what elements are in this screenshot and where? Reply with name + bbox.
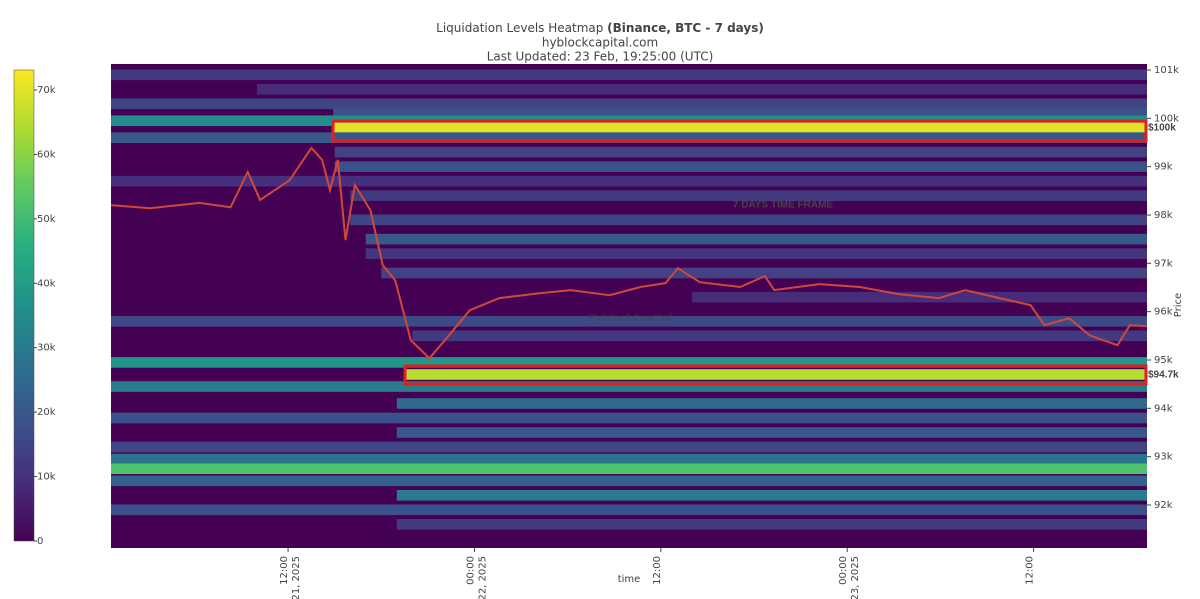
heat-band [111,441,1147,453]
title-bold: (Binance, BTC - 7 days) [607,21,764,35]
annotation: $100k [1148,123,1176,134]
y-axis-label: Price [1173,293,1184,317]
y-tick-label: 92k [1154,500,1173,511]
heat-band [111,453,1147,465]
heat-band [412,330,1147,342]
colorbar-label: 0 [37,536,43,547]
heat-band [111,412,1147,424]
heat-band [396,398,1147,409]
annotation: $94.7k [1148,370,1179,381]
x-tick-date: Feb 23, 2025 [850,556,861,599]
colorbar-label: 10k [37,472,56,483]
y-tick-label: 95k [1154,355,1173,366]
subtitle: hyblockcapital.com [542,36,658,50]
heat-band [111,175,1147,187]
heat-band [333,122,1147,134]
colorbar-label: 50k [37,214,56,225]
x-tick-date: Feb 21, 2025 [291,556,302,599]
x-tick-label: 12:00 [279,556,290,585]
heat-band [365,248,1147,259]
x-axis-label: time [618,574,641,585]
watermark: HyblockCapital [588,313,673,324]
y-tick-label: 100k [1154,113,1179,124]
heat-band [334,161,1147,172]
heat-band [396,427,1147,438]
x-tick-label: 00:00 [465,556,476,585]
heat-band [111,98,1147,110]
y-tick-label: 101k [1154,65,1179,76]
plot-area [111,64,1147,548]
heat-band [111,357,1147,368]
heat-band [111,381,1147,392]
colorbar-label: 20k [37,407,56,418]
heat-band [111,504,1147,516]
chart-title: Liquidation Levels Heatmap (Binance, BTC… [436,21,764,35]
annotation: 7 DAYS TIME FRAME [733,200,834,211]
overlay: HyblockCapital $100k $94.7k 7 DAYS TIME FRA… [331,119,1179,386]
x-tick-label: 12:00 [1025,556,1036,585]
y-tick-label: 97k [1154,258,1173,269]
heat-band [350,190,1147,201]
heat-band [334,146,1147,158]
heat-band [333,108,1147,119]
colorbar-label: 30k [37,343,56,354]
heat-band [365,233,1147,245]
x-tick-date: Feb 22, 2025 [477,556,488,599]
heat-band [111,132,1147,143]
y-tick-label: 94k [1154,403,1173,414]
heat-band [404,369,1147,380]
highlight-box [331,119,1148,143]
heat-band [111,475,1147,487]
y-tick-label: 98k [1154,210,1173,221]
heat-band [111,316,1147,327]
y-tick-label: 93k [1154,452,1173,463]
heat-band [381,267,1147,279]
heat-band [396,519,1147,530]
heat-band [111,69,1147,81]
colorbar-label: 60k [37,149,56,160]
title-text: Liquidation Levels Heatmap [436,21,607,35]
heat-band [350,214,1147,226]
updated: Last Updated: 23 Feb, 19:25:00 (UTC) [487,50,714,64]
y-tick-label: 96k [1154,307,1173,318]
colorbar-label: 40k [37,278,56,289]
heat-band [111,463,1147,475]
y-tick-label: 99k [1154,162,1173,173]
colorbar-label: 70k [37,85,56,96]
x-tick-label: 00:00 [838,556,849,585]
heat-band [257,84,1147,95]
highlight-box [403,364,1148,386]
heat-band [396,490,1147,501]
x-tick-label: 12:00 [652,556,663,585]
price-line [111,146,1147,360]
colorbar [13,69,35,542]
